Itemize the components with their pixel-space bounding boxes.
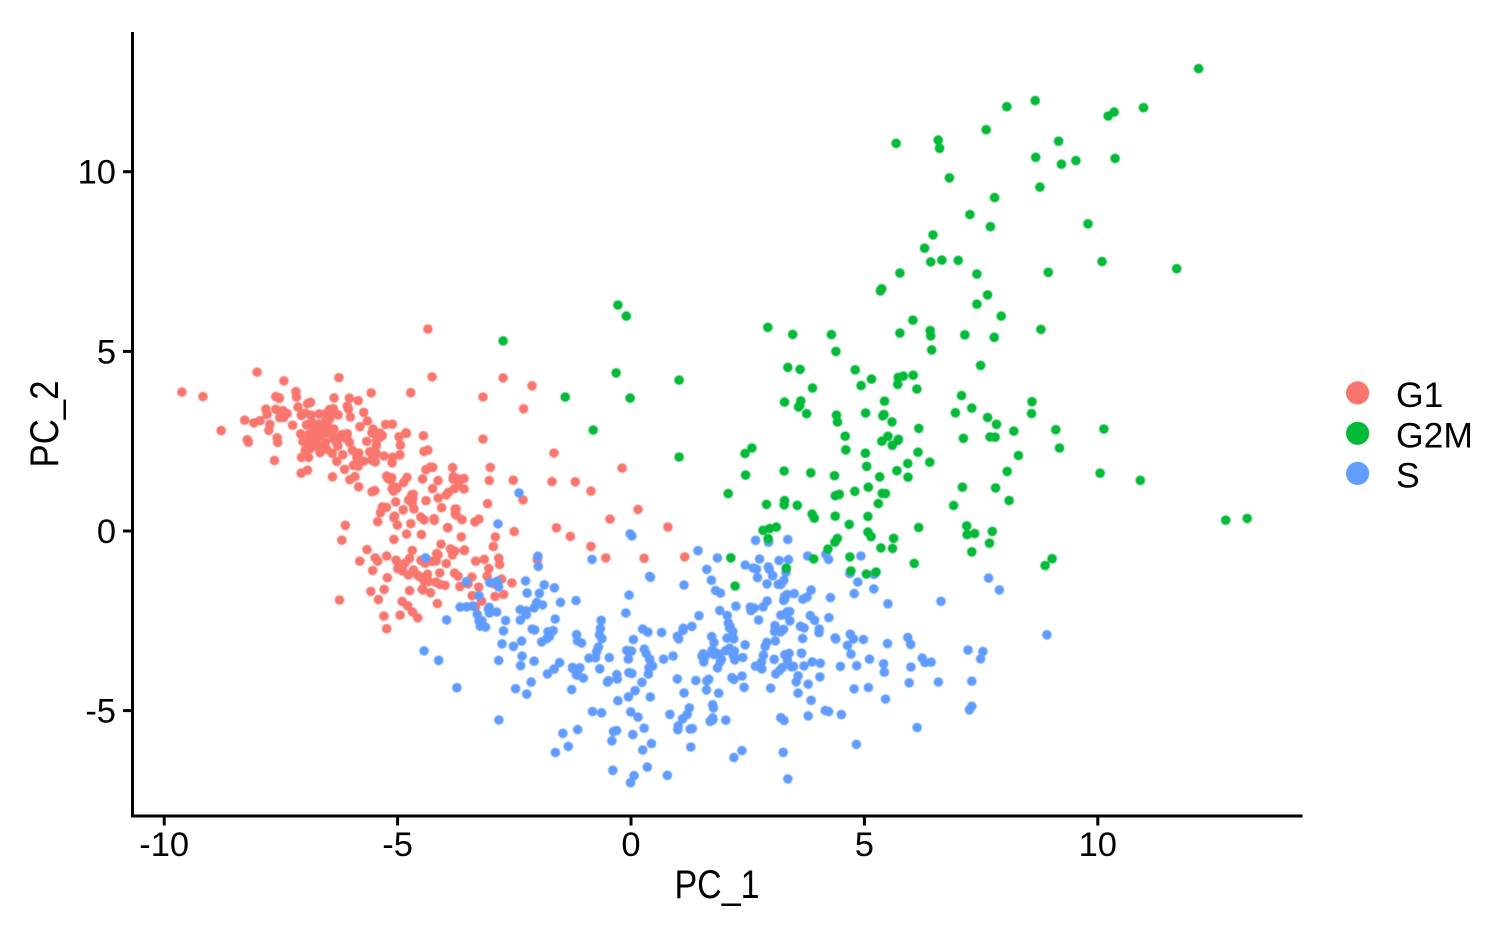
svg-text:10: 10 [1079, 826, 1117, 864]
svg-text:-5: -5 [85, 693, 116, 731]
svg-text:-5: -5 [382, 826, 413, 864]
svg-text:0: 0 [621, 826, 640, 864]
svg-text:5: 5 [97, 333, 116, 371]
svg-text:PC_1: PC_1 [675, 863, 760, 907]
svg-text:10: 10 [78, 154, 116, 192]
svg-text:5: 5 [855, 826, 874, 864]
svg-text:0: 0 [97, 513, 116, 551]
svg-text:-10: -10 [139, 826, 189, 864]
svg-text:G1: G1 [1396, 375, 1443, 415]
svg-text:G2M: G2M [1396, 415, 1473, 455]
svg-text:S: S [1396, 455, 1420, 495]
svg-text:PC_2: PC_2 [23, 381, 67, 468]
